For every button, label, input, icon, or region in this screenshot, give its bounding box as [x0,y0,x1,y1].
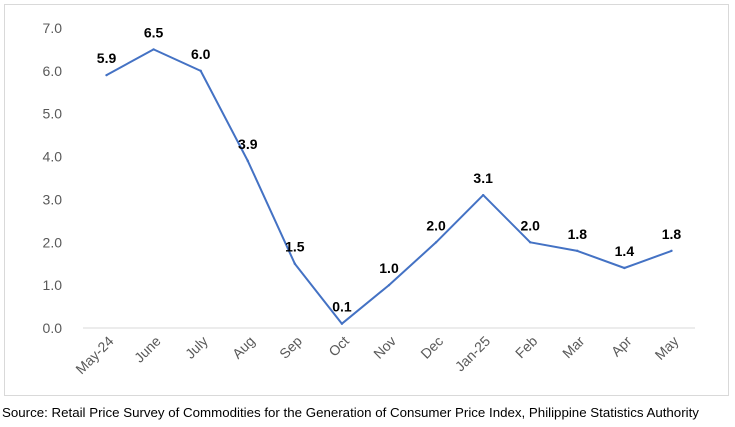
x-tick-label: Apr [608,333,635,360]
x-tick-label: Dec [417,333,446,362]
x-tick-label: June [131,333,164,366]
series-line [106,48,672,325]
x-tick-label: Aug [229,333,258,362]
x-tick-label: May [652,333,682,363]
data-label: 6.0 [191,46,211,62]
y-tick-label: 1.0 [43,277,63,293]
data-label: 5.9 [97,50,117,66]
data-label: 0.1 [332,299,352,315]
y-tick-label: 0.0 [43,320,63,336]
x-tick-label: Jan-25 [452,333,494,375]
data-label: 2.0 [426,217,446,233]
data-point [199,69,202,73]
source-note: Source: Retail Price Survey of Commoditi… [2,405,699,420]
y-tick-label: 6.0 [43,63,63,79]
data-point [576,249,579,253]
x-tick-label: Oct [325,333,352,360]
data-point [387,283,391,287]
data-point [529,241,532,244]
data-point [434,241,438,244]
data-point [105,73,108,77]
data-label: 1.4 [615,243,635,259]
data-label: 3.1 [473,170,493,186]
line-chart: 0.0 1.0 2.0 3.0 4.0 5.0 6.0 7.0 May-24 June July Au… [43,20,695,377]
data-point [152,48,155,51]
x-tick-label: May-24 [72,333,116,377]
data-label: 1.8 [568,226,588,242]
data-label: 1.0 [379,260,399,276]
data-point [340,322,344,325]
data-label: 1.8 [662,226,682,242]
y-tick-label: 5.0 [43,106,63,122]
x-tick-label: Sep [276,333,305,362]
data-point [481,193,485,197]
x-tick-label: July [182,333,211,362]
x-tick-label: Feb [512,333,541,362]
x-tick-label: Nov [370,333,399,362]
data-point [670,249,673,253]
y-tick-label: 3.0 [43,191,63,207]
data-point [293,262,297,265]
data-label: 3.9 [238,136,258,152]
y-tick-label: 7.0 [43,20,63,36]
data-label: 2.0 [520,217,540,233]
data-label: 6.5 [144,24,164,40]
y-tick-label: 4.0 [43,149,63,165]
data-label: 1.5 [285,239,305,255]
data-point [246,159,249,163]
chart-area [4,4,729,396]
data-point [623,266,626,270]
y-tick-label: 2.0 [43,234,63,250]
x-tick-label: Mar [559,333,588,362]
